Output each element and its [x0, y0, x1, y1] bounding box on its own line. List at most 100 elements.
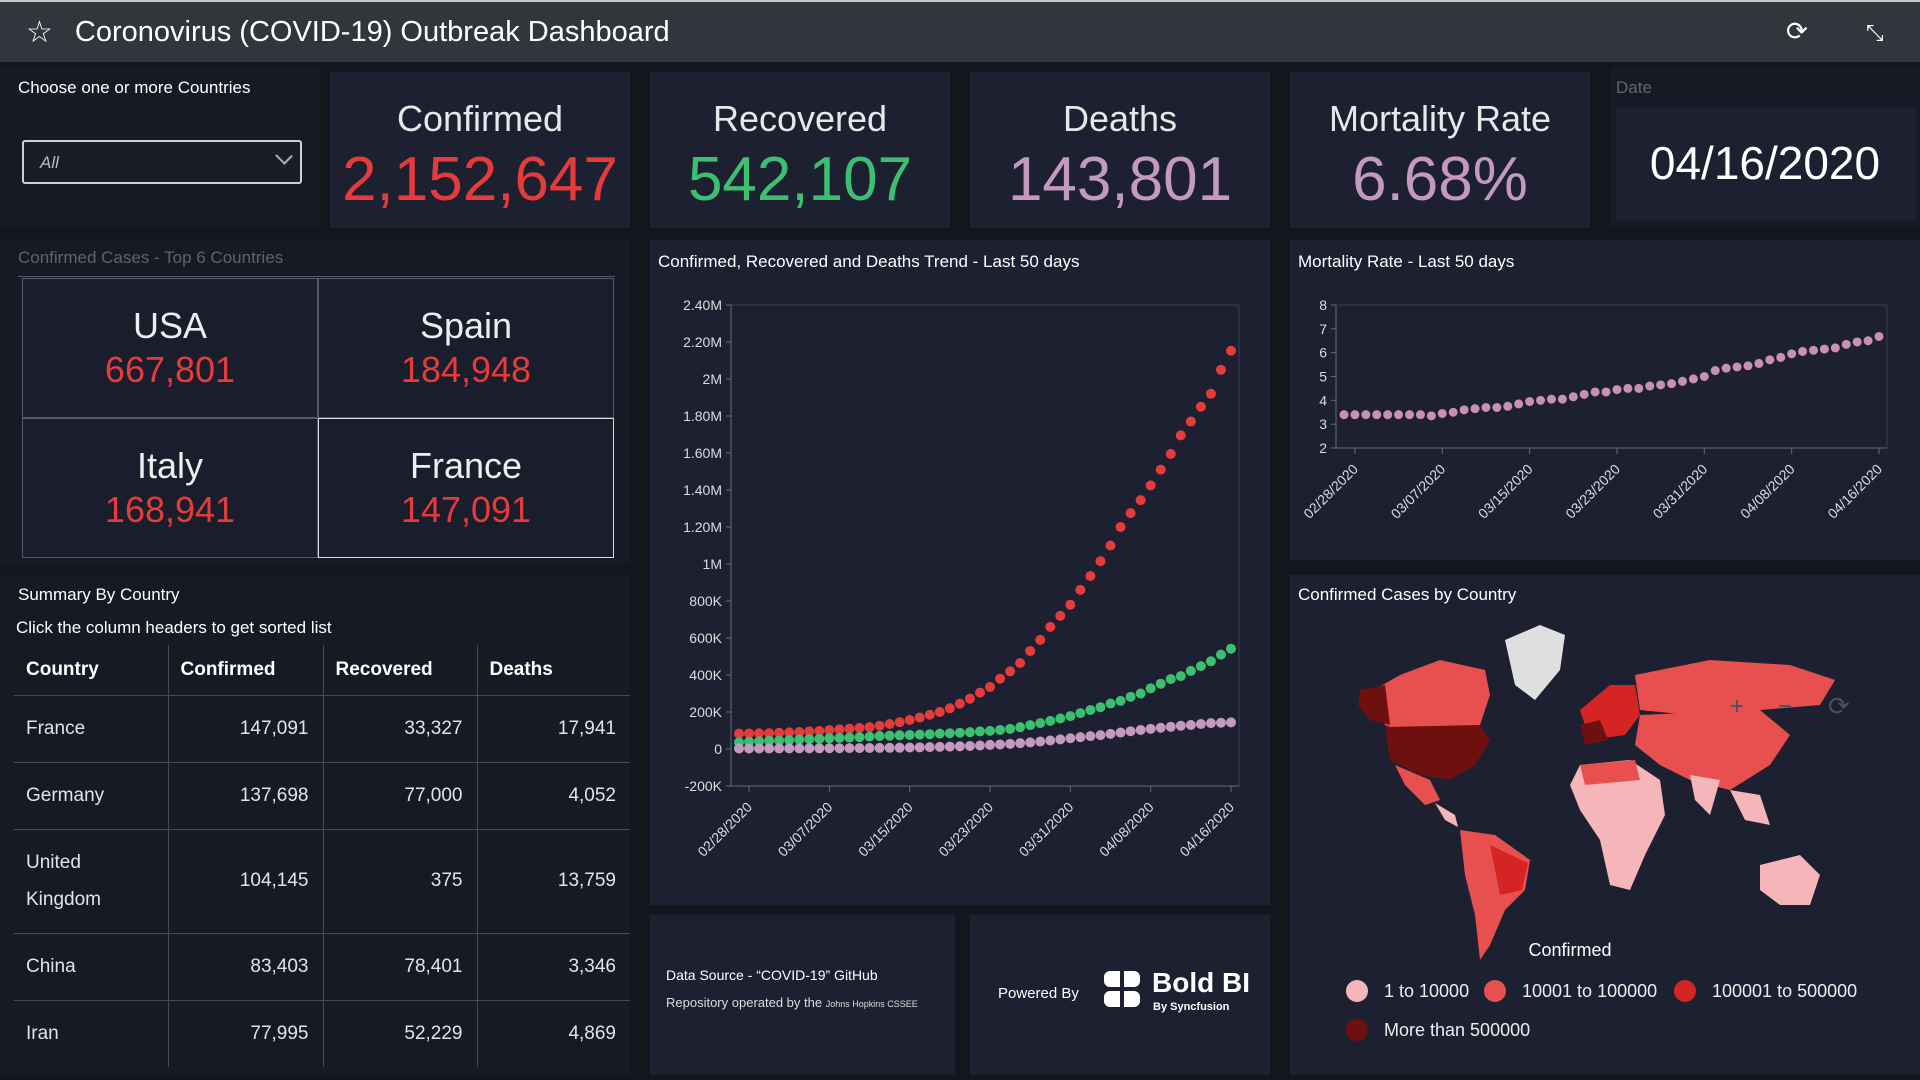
data-source-org[interactable]: Johns Hopkins CSSEE: [825, 999, 918, 1009]
mortality-chart: 2 3 4 5 6 7 8 02/28/2020 03/07/2020 03/15/2020 03/…: [1300, 297, 1888, 522]
data-point-mortality-rate: [1656, 380, 1666, 390]
data-point-mortality-rate: [1557, 394, 1567, 404]
data-point-mortality-rate: [1437, 408, 1447, 418]
data-point-confirmed: [944, 703, 955, 714]
data-point-mortality-rate: [1503, 401, 1513, 411]
data-point-mortality-rate: [1808, 345, 1818, 355]
kpi-value: 542,107: [687, 145, 913, 214]
data-point-deaths: [1155, 722, 1166, 733]
top-country-cell[interactable]: Italy 168,941: [22, 418, 318, 558]
map-zoom-out-icon[interactable]: −: [1778, 693, 1793, 720]
column-header-country[interactable]: Country: [26, 658, 99, 680]
legend-item[interactable]: 10001 to 100000: [1484, 980, 1657, 1002]
legend-item[interactable]: 1 to 10000: [1346, 980, 1469, 1002]
table-row[interactable]: United Kingdom 104,145 375 13,759: [14, 828, 630, 933]
data-point-recovered: [1015, 722, 1026, 733]
data-point-recovered: [1185, 665, 1196, 676]
data-point-mortality-rate: [1798, 346, 1808, 356]
data-point-confirmed: [1055, 610, 1066, 621]
data-point-confirmed: [1065, 599, 1076, 610]
date-label: Date: [1616, 78, 1652, 97]
data-point-confirmed: [1195, 401, 1206, 412]
column-header-recovered[interactable]: Recovered: [322, 645, 477, 695]
data-point-confirmed: [1105, 540, 1116, 551]
data-point-recovered: [1215, 649, 1226, 660]
table-row[interactable]: Germany 137,698 77,000 4,052: [14, 761, 630, 829]
data-point-mortality-rate: [1863, 336, 1873, 346]
map-reset-icon[interactable]: ⟳: [1828, 691, 1850, 721]
filter-label: Choose one or more Countries: [18, 78, 251, 97]
cell-deaths: 4,052: [476, 761, 630, 829]
data-point-recovered: [1045, 715, 1056, 726]
data-point-recovered: [974, 726, 985, 737]
summary-table: Country Confirmed Recovered Deaths Franc…: [14, 645, 630, 1067]
world-map[interactable]: [1290, 615, 1920, 985]
data-point-confirmed: [1005, 666, 1016, 677]
data-point-confirmed: [744, 728, 755, 739]
data-point-recovered: [1205, 656, 1216, 667]
data-point-recovered: [864, 731, 875, 742]
map-region-asia: [1635, 710, 1790, 790]
map-legend-title: Confirmed: [1528, 940, 1612, 960]
refresh-icon[interactable]: ⟳: [1786, 16, 1808, 46]
data-point-confirmed: [954, 698, 965, 709]
legend-item[interactable]: 100001 to 500000: [1674, 980, 1857, 1002]
data-point-confirmed: [794, 726, 805, 737]
top-country-cell[interactable]: USA 667,801: [22, 278, 318, 418]
top-country-cell[interactable]: France 147,091: [318, 418, 614, 558]
table-row[interactable]: France 147,091 33,327 17,941: [14, 694, 630, 762]
cell-deaths: 4,869: [476, 999, 630, 1067]
data-point-confirmed: [985, 682, 996, 693]
data-point-confirmed: [1045, 621, 1056, 632]
kpi-value: 2,152,647: [342, 145, 618, 214]
table-row[interactable]: Iran 77,995 52,229 4,869: [14, 999, 630, 1067]
country-select[interactable]: All: [22, 140, 302, 184]
data-point-recovered: [884, 730, 895, 741]
data-point-deaths: [1115, 727, 1126, 738]
collapse-icon[interactable]: ⤡: [1866, 20, 1884, 45]
country-name: USA: [132, 305, 208, 346]
cell-country: United Kingdom: [14, 828, 168, 933]
data-point-mortality-rate: [1699, 372, 1709, 381]
map-region-spain-france: [1580, 720, 1608, 745]
x-tick-label: 03/31/2020: [1650, 461, 1711, 522]
favorite-star-icon[interactable]: ☆: [26, 15, 53, 49]
dashboard-header: ☆ Coronovirus (COVID-19) Outbreak Dashbo…: [0, 0, 1920, 62]
data-point-mortality-rate: [1590, 387, 1600, 397]
x-tick-label: 03/31/2020: [1016, 799, 1077, 860]
data-point-confirmed: [814, 725, 825, 736]
legend-label: 10001 to 100000: [1522, 980, 1658, 1001]
legend-item[interactable]: More than 500000: [1346, 1019, 1530, 1041]
country-name: Spain: [419, 305, 513, 346]
data-point-confirmed: [1226, 345, 1236, 356]
legend-swatch-icon: [1484, 980, 1506, 1002]
cell-country: China: [14, 932, 168, 1000]
data-point-mortality-rate: [1743, 361, 1753, 371]
kpi-deaths: Deaths 143,801: [970, 72, 1270, 228]
chevron-down-icon: [275, 147, 293, 165]
y-tick-label: 1M: [703, 556, 722, 572]
data-point-mortality-rate: [1394, 410, 1404, 420]
country-value: 147,091: [400, 489, 532, 530]
y-tick-label: 200K: [689, 704, 722, 720]
column-header-confirmed[interactable]: Confirmed: [167, 645, 323, 695]
x-tick-label: 02/28/2020: [694, 799, 755, 860]
column-header-deaths[interactable]: Deaths: [476, 645, 630, 695]
data-point-recovered: [1055, 713, 1066, 724]
map-region-usa: [1385, 725, 1490, 780]
data-point-recovered: [1135, 688, 1146, 699]
top-country-cell[interactable]: Spain 184,948: [318, 278, 614, 418]
map-zoom-in-icon[interactable]: +: [1730, 693, 1745, 720]
data-point-deaths: [1085, 731, 1096, 742]
table-row[interactable]: China 83,403 78,401 3,346: [14, 932, 630, 1000]
data-point-mortality-rate: [1819, 344, 1829, 354]
data-point-confirmed: [974, 687, 985, 698]
country-name: France: [409, 445, 523, 486]
data-point-deaths: [794, 743, 805, 754]
legend-label: 100001 to 500000: [1712, 980, 1858, 1001]
data-point-deaths: [914, 742, 925, 753]
data-point-deaths: [924, 742, 935, 753]
data-point-deaths: [1105, 728, 1116, 739]
x-tick-label: 04/16/2020: [1176, 799, 1237, 860]
data-point-recovered: [894, 730, 905, 741]
